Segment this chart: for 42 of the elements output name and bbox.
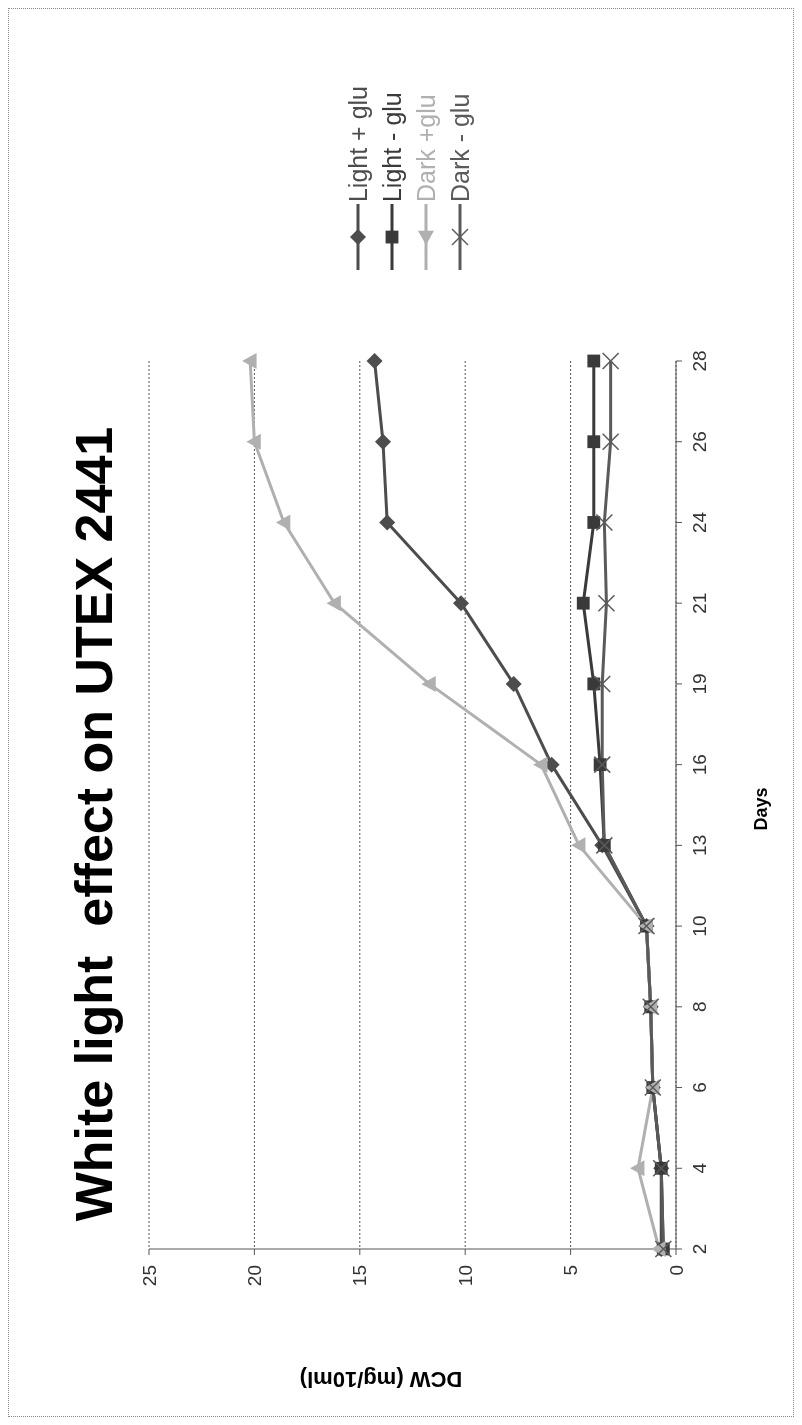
- y-tick-label: 16: [688, 754, 710, 776]
- point: [505, 675, 522, 692]
- point: [374, 433, 391, 450]
- x-axis-title: DCW (mg/10ml): [299, 1366, 463, 1392]
- y-tick-label: 8: [688, 1001, 710, 1013]
- point: [587, 516, 601, 529]
- y-axis-title: Days: [750, 787, 772, 831]
- text: Light - glu: [377, 92, 407, 203]
- y-tick-label: 10: [688, 915, 710, 937]
- y-tick-label: 26: [688, 431, 710, 453]
- point: [587, 354, 601, 368]
- point: [421, 675, 436, 692]
- y-tick-label: 2: [688, 1243, 710, 1255]
- x-tick-label: 10: [454, 1265, 476, 1287]
- point: [275, 514, 291, 531]
- text: Dark +glu: [411, 94, 441, 203]
- point: [242, 353, 257, 369]
- point: [571, 837, 586, 854]
- x-tick-label: 15: [349, 1265, 371, 1287]
- point: [533, 756, 548, 773]
- point: [379, 514, 396, 531]
- x-tick-label: 25: [138, 1265, 160, 1287]
- y-tick-label: 13: [688, 834, 710, 856]
- point: [366, 353, 383, 369]
- y-tick-label: 6: [688, 1082, 710, 1093]
- x-tick-label: 5: [560, 1265, 582, 1276]
- point: [246, 433, 261, 450]
- x-tick-label: 20: [243, 1265, 265, 1287]
- point: [587, 435, 601, 449]
- text: Light + glu: [343, 85, 373, 203]
- y-tick-label: 21: [688, 592, 710, 614]
- x-tick-label: 0: [665, 1265, 687, 1276]
- point: [630, 1160, 645, 1177]
- y-tick-label: 4: [688, 1162, 710, 1174]
- point: [326, 595, 341, 612]
- point: [576, 596, 590, 610]
- y-tick-label: 28: [688, 350, 710, 372]
- y-tick-label: 24: [688, 511, 710, 534]
- text: White light effect on UTEX 2441: [64, 426, 124, 1222]
- point: [452, 595, 469, 612]
- text: Dark - glu: [445, 93, 475, 203]
- y-tick-label: 19: [688, 673, 710, 695]
